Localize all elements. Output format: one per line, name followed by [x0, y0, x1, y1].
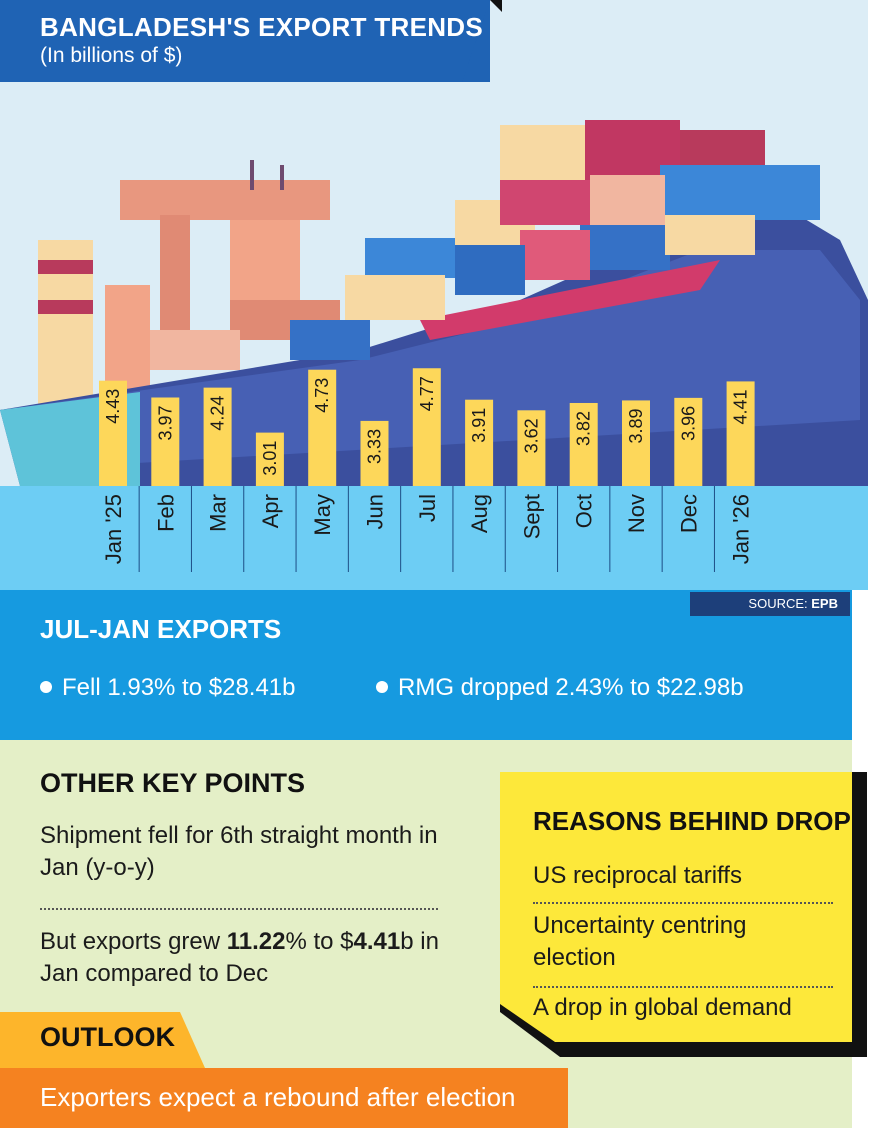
- jul-jan-title: JUL-JAN EXPORTS: [40, 614, 282, 644]
- key-point-2-text: But exports grew: [40, 928, 227, 955]
- bar-value-label: 4.77: [417, 376, 437, 411]
- key-point-1: Shipment fell for 6th straight month in …: [40, 822, 438, 881]
- bar: [726, 381, 755, 486]
- x-tick-label: Dec: [676, 494, 701, 533]
- outlook-bar: [0, 1068, 568, 1128]
- chart-area: BANGLADESH'S EXPORT TRENDS (In billions …: [0, 0, 868, 590]
- key-point-2-growth: 11.22: [226, 928, 286, 955]
- port-building: [105, 285, 150, 395]
- outlook-title: OUTLOOK: [40, 1022, 175, 1052]
- bar-value-label: 3.89: [626, 408, 646, 443]
- bar: [151, 397, 180, 486]
- bar-value-label: 3.33: [365, 429, 385, 464]
- chart-title: BANGLADESH'S EXPORT TRENDS: [40, 12, 484, 42]
- other-key-points-title: OTHER KEY POINTS: [40, 768, 306, 798]
- x-tick-label: Feb: [153, 494, 178, 532]
- x-tick-label: Aug: [467, 494, 492, 533]
- bar-value-label: 3.82: [574, 411, 594, 446]
- reason-item: Uncertainty centring election: [533, 912, 747, 971]
- reasons-box: [500, 772, 867, 1057]
- x-tick-label: Jan '26: [729, 494, 754, 564]
- bar: [99, 380, 127, 486]
- bar: [308, 369, 337, 486]
- reasons-title: REASONS BEHIND DROP: [533, 806, 851, 836]
- jul-jan-item: Fell 1.93% to $28.41b: [40, 674, 296, 702]
- bar-value-label: 3.96: [678, 406, 698, 441]
- bar: [569, 402, 598, 486]
- x-tick-label: Oct: [572, 494, 597, 528]
- bar: [622, 400, 650, 486]
- jul-jan-item-text: RMG dropped 2.43% to $22.98b: [398, 674, 744, 701]
- divider: [533, 902, 833, 904]
- x-tick-label: Sept: [519, 494, 544, 539]
- bar-value-label: 4.41: [731, 389, 751, 424]
- outlook-tag: [0, 1012, 205, 1068]
- x-tick-label: Mar: [206, 494, 231, 532]
- key-point-2-value: 4.41: [353, 928, 401, 955]
- jul-jan-item: RMG dropped 2.43% to $22.98b: [376, 674, 744, 702]
- chart-subtitle: (In billions of $): [40, 44, 183, 67]
- hull-stripe: [420, 260, 720, 340]
- key-point-2-text: % to $: [285, 928, 354, 955]
- bar: [360, 420, 389, 486]
- bar-value-label: 4.73: [312, 378, 332, 413]
- x-tick-label: Apr: [258, 494, 283, 528]
- jul-jan-item-text: Fell 1.93% to $28.41b: [62, 674, 296, 701]
- reason-item: US reciprocal tariffs: [533, 862, 742, 889]
- x-tick-label: Nov: [624, 494, 649, 533]
- bar: [255, 432, 284, 486]
- bar: [517, 410, 546, 486]
- bar-value-label: 3.01: [260, 441, 280, 476]
- container: [500, 125, 590, 185]
- bar: [412, 368, 441, 486]
- bar-value-label: 3.97: [155, 406, 175, 441]
- x-tick-label: May: [310, 494, 335, 536]
- divider: [40, 908, 438, 910]
- bullet-icon: [376, 680, 388, 693]
- source-value: EPB: [811, 596, 838, 611]
- reason-item: A drop in global demand: [533, 994, 792, 1021]
- bar-value-label: 4.24: [208, 396, 228, 431]
- bar-value-label: 3.62: [521, 418, 541, 453]
- crane-beam: [120, 180, 330, 220]
- x-tick-label: Jun: [363, 494, 388, 529]
- bar: [203, 387, 232, 486]
- x-tick-label: Jul: [415, 494, 440, 522]
- source-tag: SOURCE: EPB: [690, 592, 850, 616]
- x-tick-label: Jan '25: [101, 494, 126, 564]
- key-point-2-text: b in Jan compared to Dec: [40, 928, 439, 987]
- title-banner-corner: [462, 0, 502, 82]
- bar: [674, 397, 703, 486]
- bullet-icon: [40, 680, 52, 693]
- source-label: SOURCE:: [748, 596, 808, 611]
- outlook-text: Exporters expect a rebound after electio…: [40, 1082, 516, 1112]
- bar-value-label: 3.91: [469, 408, 489, 443]
- x-axis-band: [0, 486, 868, 590]
- title-banner: [0, 0, 490, 82]
- divider: [533, 986, 833, 988]
- bar: [465, 399, 494, 486]
- bar-value-label: 4.43: [103, 389, 123, 424]
- key-point-2: But exports grew 11.22% to $4.41b in Jan…: [40, 926, 460, 990]
- bar-chart: 4.43 Jan '25 3.97 Feb 4.24 Mar 3.01 Apr 4.73 May 3…: [99, 368, 755, 572]
